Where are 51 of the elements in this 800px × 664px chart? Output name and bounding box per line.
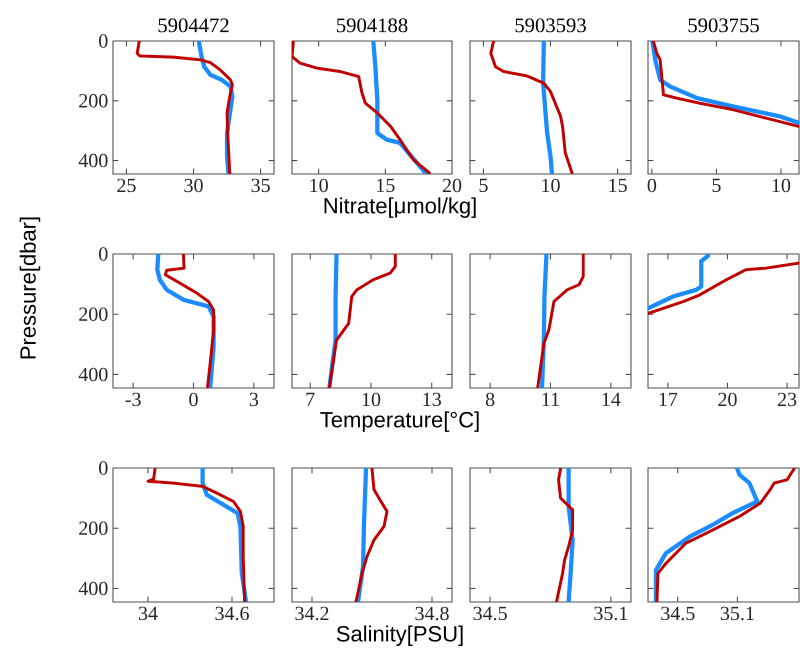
- x-tick-label: 15: [609, 178, 627, 192]
- x-axis-title: Nitrate[μmol/kg]: [324, 197, 476, 218]
- line-series: [136, 41, 234, 174]
- y-tick-label: 400: [78, 154, 108, 168]
- chart-title: 5904472: [158, 18, 229, 32]
- y-tick-label: 200: [79, 94, 108, 108]
- chart-title: 5903755: [688, 18, 759, 32]
- x-tick-label: 7: [306, 392, 315, 406]
- y-axis-title: Pressure[dbar]: [20, 217, 40, 358]
- x-tick-label: 23: [778, 392, 796, 406]
- chart-title: 5903593: [516, 18, 586, 32]
- x-tick-label: 25: [117, 178, 136, 192]
- x-tick-label: 34.6: [215, 606, 249, 620]
- x-tick-label: 5: [480, 178, 488, 192]
- x-tick-label: 34.5: [661, 606, 695, 620]
- chart-title: 5904188: [337, 18, 408, 32]
- x-tick-label: -3: [126, 392, 141, 406]
- y-tick-label: 200: [79, 307, 108, 321]
- y-tick-label: 0: [99, 461, 108, 475]
- x-tick-label: 5: [712, 178, 721, 192]
- x-tick-label: 10: [772, 178, 790, 192]
- x-tick-label: 35.1: [594, 606, 628, 620]
- x-tick-label: 0: [189, 392, 198, 406]
- y-tick-label: 0: [99, 34, 108, 48]
- x-tick-label: 0: [648, 178, 656, 192]
- x-tick-label: 14: [602, 392, 621, 406]
- x-tick-label: 35: [252, 178, 270, 192]
- x-tick-label: 15: [377, 178, 395, 192]
- x-tick-label: 34.8: [415, 606, 449, 620]
- x-tick-label: 34.5: [474, 606, 507, 620]
- x-tick-label: 10: [542, 178, 560, 192]
- y-tick-label: 200: [79, 521, 108, 535]
- x-tick-label: 8: [486, 392, 494, 406]
- line-series: [146, 468, 246, 602]
- y-tick-label: 400: [78, 368, 108, 382]
- x-axis-title: Salinity[PSU]: [336, 625, 463, 646]
- x-tick-label: 20: [442, 178, 462, 192]
- x-tick-label: 11: [542, 392, 559, 406]
- x-tick-label: 10: [362, 392, 380, 406]
- x-tick-label: 30: [184, 178, 203, 192]
- x-tick-label: 3: [250, 392, 258, 406]
- x-tick-label: 17: [660, 392, 678, 406]
- x-tick-label: 13: [423, 392, 441, 406]
- x-tick-label: 20: [718, 392, 737, 406]
- x-tick-label: 10: [310, 178, 328, 192]
- y-tick-label: 0: [99, 247, 108, 261]
- x-tick-label: 35.1: [720, 606, 754, 620]
- x-tick-label: 34: [138, 606, 158, 620]
- x-tick-label: 34.2: [295, 606, 328, 620]
- y-tick-label: 400: [78, 582, 108, 596]
- x-axis-title: Temperature[°C]: [320, 411, 479, 432]
